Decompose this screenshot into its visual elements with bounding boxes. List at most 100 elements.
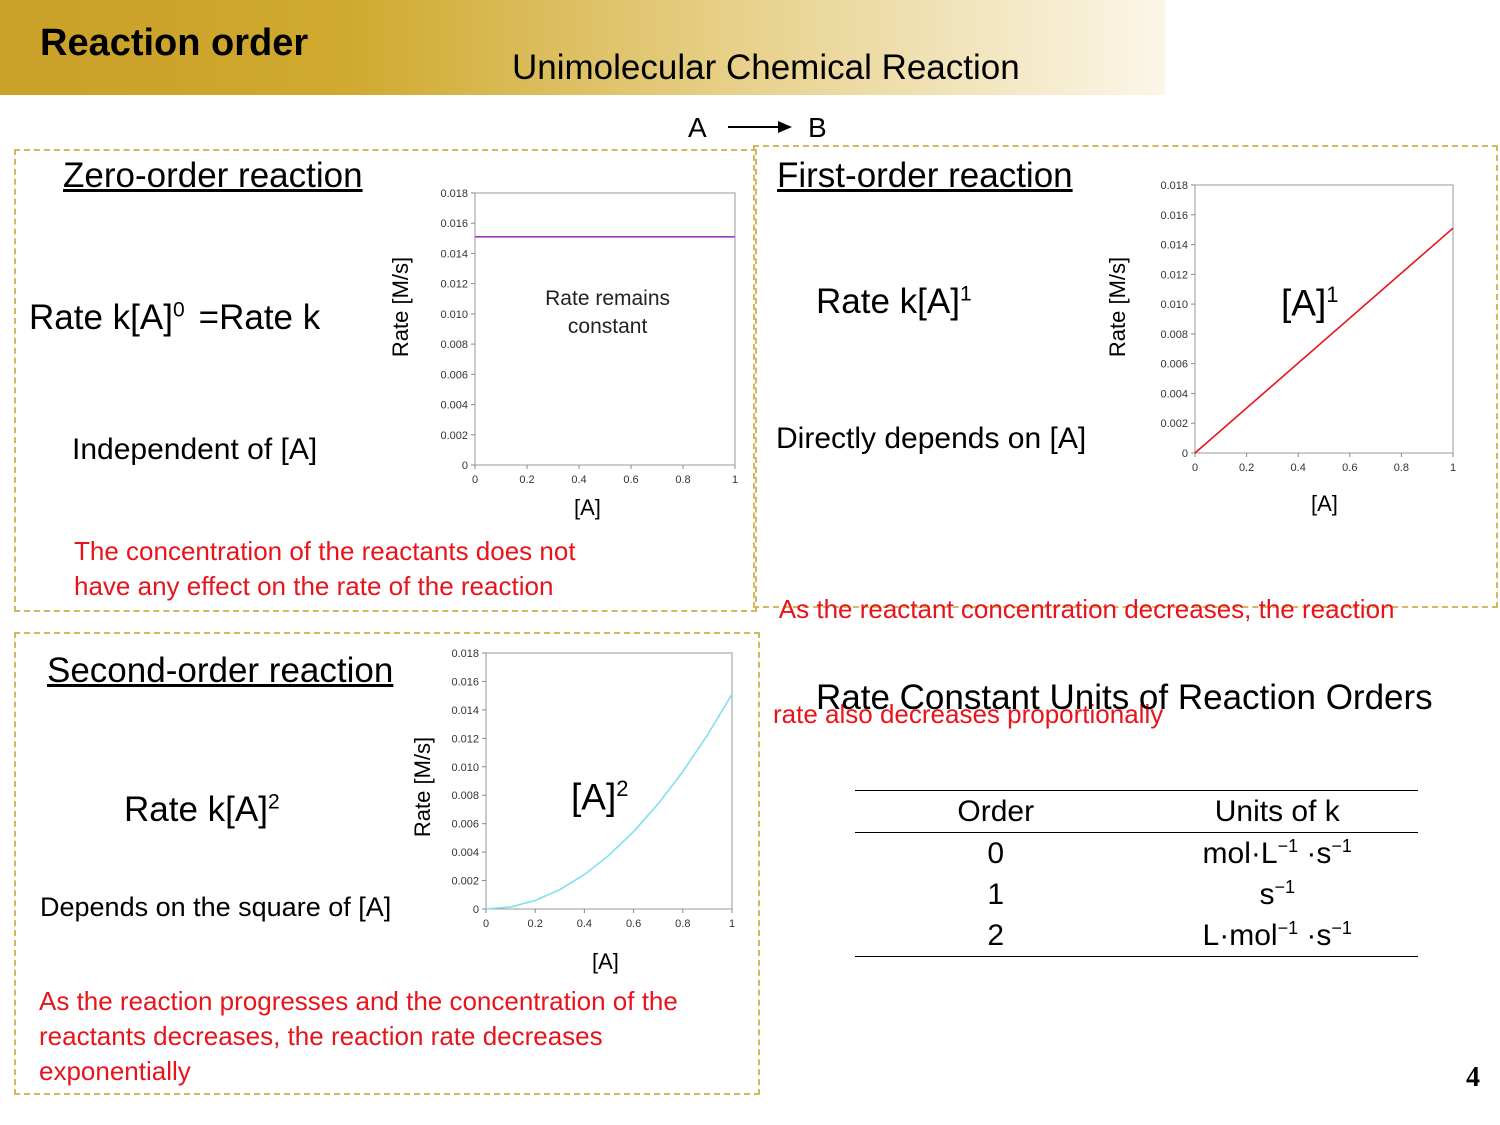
y-tick-label: 0.002	[1160, 418, 1188, 430]
header-order: Order	[957, 794, 1035, 828]
curve-label-exponent: 1	[1326, 282, 1339, 307]
y-tick-label: 0.010	[440, 309, 468, 321]
note-line: exponentially	[39, 1056, 191, 1086]
note-line: reactants decreases, the reaction rate d…	[39, 1021, 603, 1051]
y-tick-label: 0	[1182, 448, 1188, 460]
slide-title: Reaction order	[40, 22, 309, 64]
note-line: The concentration of the reactants does …	[74, 536, 576, 566]
curve-label-text: [A]	[1281, 282, 1327, 324]
y-tick-label: 0.006	[440, 369, 468, 381]
curve-label-text: [A]	[571, 776, 617, 818]
first-order-title: First-order reaction	[777, 156, 1073, 195]
y-tick-label: 0.016	[440, 218, 468, 230]
x-tick-label: 0.8	[675, 474, 690, 486]
first-order-chart: 0 0.002 0.004 0.006 0.008 0.010 0.012 0.014 0.01…	[1160, 180, 1456, 474]
y-tick-label: 0.010	[1160, 299, 1188, 311]
second-order-chart: 0 0.002 0.004 0.006 0.008 0.010 0.012 0.014 0.01…	[451, 648, 735, 930]
y-tick-label: 0.004	[1160, 388, 1188, 400]
table-header-row: Order Units of k	[855, 790, 1418, 833]
unit-exp: −1	[1277, 918, 1299, 938]
y-tick-label: 0.008	[1160, 329, 1188, 341]
second-chart-xlabel: [A]	[592, 949, 619, 974]
units-cell: s−1	[1137, 874, 1419, 915]
second-order-description: Depends on the square of [A]	[40, 892, 392, 922]
y-tick-label: 0.012	[451, 733, 479, 745]
x-tick-label: 0.4	[577, 918, 592, 930]
y-tick-label: 0.014	[451, 705, 479, 717]
x-tick-label: 1	[729, 918, 735, 930]
rate-law-exponent: 1	[959, 282, 972, 306]
equation-reactant: A	[688, 112, 707, 143]
series-line	[485, 693, 733, 910]
y-tick-label: 0.008	[451, 790, 479, 802]
x-tick-label: 1	[732, 474, 738, 486]
note-line: As the reaction progresses and the conce…	[39, 986, 678, 1016]
unit-exp: −1	[1274, 877, 1296, 897]
units-table: Order Units of k 0 mol·L−1 ·s−1 1 s−1 2 …	[855, 790, 1418, 957]
x-tick-label: 0	[472, 474, 478, 486]
unit-part: mol·L	[1202, 837, 1278, 870]
y-tick-label: 0	[462, 460, 468, 472]
zero-order-description: Independent of [A]	[72, 433, 318, 466]
unit-part: s	[1259, 878, 1275, 911]
slide-subtitle: Unimolecular Chemical Reaction	[512, 48, 1020, 87]
header-band	[0, 0, 1165, 95]
y-tick-label: 0.014	[1160, 240, 1188, 252]
y-tick-label: 0	[473, 904, 479, 916]
x-tick-label: 0.2	[528, 918, 543, 930]
plot-frame	[485, 652, 733, 910]
second-order-panel	[14, 632, 760, 1095]
y-tick-label: 0.002	[451, 876, 479, 888]
y-tick-label: 0.012	[1160, 269, 1188, 281]
units-cell: mol·L−1 ·s−1	[1137, 833, 1419, 875]
equation-product: B	[808, 112, 827, 143]
x-tick-label: 0.2	[1239, 462, 1254, 474]
y-tick-label: 0.014	[440, 248, 468, 260]
first-order-note: As the reactant concentration decreases,…	[773, 522, 1395, 767]
y-tick-label: 0.018	[1160, 180, 1188, 192]
units-table-title: Rate Constant Units of Reaction Orders	[816, 678, 1433, 717]
x-tick-label: 1	[1450, 462, 1456, 474]
unit-exp: −1	[1331, 836, 1352, 856]
rate-law-text: Rate k[A]	[29, 298, 173, 337]
y-tick-label: 0.016	[1160, 210, 1188, 222]
second-order-rate-law: Rate k[A]2	[124, 790, 280, 830]
first-order-panel	[753, 145, 1498, 608]
zero-order-chart: 0 0.002 0.004 0.006 0.008 0.010 0.012 0.014 0.01…	[440, 188, 738, 486]
unit-exp: −1	[1277, 836, 1299, 856]
rate-law-text: Rate k[A]	[816, 282, 960, 321]
table-row: 2 L·mol−1 ·s−1	[855, 915, 1418, 957]
reaction-arrow-icon	[728, 121, 792, 133]
second-order-title: Second-order reaction	[47, 651, 394, 690]
x-tick-label: 0.4	[571, 474, 586, 486]
zero-order-rate-law: Rate k[A]0 =Rate k	[29, 298, 320, 338]
note-line: rate also decreases proportionally	[773, 699, 1164, 729]
y-tick-label: 0.010	[451, 762, 479, 774]
y-tick-label: 0.016	[451, 676, 479, 688]
second-order-note: As the reaction progresses and the conce…	[39, 984, 678, 1089]
rate-law-suffix: =Rate k	[198, 298, 321, 337]
rate-law-exponent: 0	[172, 298, 185, 322]
y-tick-label: 0.018	[440, 188, 468, 200]
table-row: 1 s−1	[855, 874, 1418, 915]
y-tick-label: 0.012	[440, 279, 468, 291]
table-row: 0 mol·L−1 ·s−1	[855, 833, 1418, 875]
rate-law-text: Rate k[A]	[124, 790, 268, 829]
first-chart-ylabel: Rate [M/s]	[1105, 256, 1130, 358]
units-cell: L·mol−1 ·s−1	[1137, 915, 1419, 957]
x-tick-label: 0.6	[1342, 462, 1357, 474]
first-order-rate-law: Rate k[A]1	[816, 282, 972, 322]
y-tick-label: 0.018	[451, 648, 479, 660]
plot-frame	[474, 192, 736, 466]
first-chart-xlabel: [A]	[1311, 491, 1338, 516]
unit-part: ·s	[1298, 919, 1332, 952]
y-tick-label: 0.002	[440, 430, 468, 442]
order-cell: 2	[987, 918, 1005, 952]
x-tick-label: 0.6	[626, 918, 641, 930]
header-units: Units of k	[1214, 794, 1340, 828]
curve-label-exponent: 2	[616, 776, 629, 801]
first-order-description: Directly depends on [A]	[776, 422, 1087, 455]
first-curve-label: [A]1	[1281, 282, 1339, 324]
second-curve-label: [A]2	[571, 776, 629, 818]
unit-exp: −1	[1331, 918, 1352, 938]
